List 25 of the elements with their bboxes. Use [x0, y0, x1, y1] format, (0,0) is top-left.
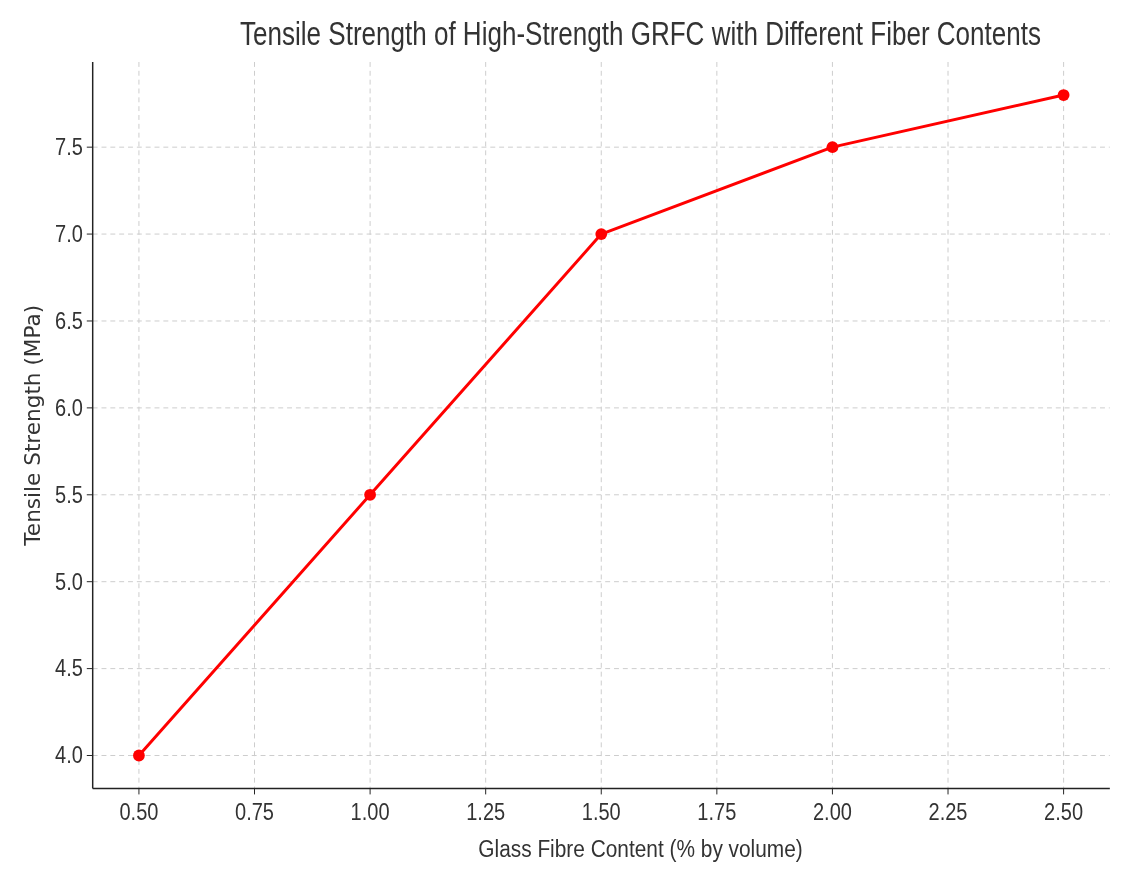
point — [595, 228, 608, 240]
point — [1057, 89, 1070, 101]
point — [364, 488, 376, 501]
y-tick-label: 4.0 — [55, 741, 83, 769]
x-tick-label: 2.00 — [812, 798, 852, 826]
x-tick-label: 1.75 — [697, 798, 737, 826]
point — [826, 141, 839, 154]
y-tick-label: 5.0 — [55, 568, 83, 595]
x-axis-title: Glass Fibre Content (% by volume) — [478, 834, 803, 863]
y-tick-label: 6.0 — [55, 394, 83, 422]
x-tick-label: 1.50 — [581, 798, 621, 826]
x-tick-label: 1.00 — [350, 798, 390, 826]
y-tick-label: 7.5 — [55, 133, 83, 161]
x-tick-label: 2.25 — [928, 798, 968, 826]
y-tick-label: 4.5 — [55, 654, 83, 682]
y-axis-title: Tensile Strength (MPa) — [19, 304, 45, 547]
chart-title: Tensile Strength of High-Strength GRFC with Different Fiber Contents — [240, 15, 1041, 52]
y-tick-label: 7.0 — [55, 220, 83, 248]
x-tick-label: 2.50 — [1044, 798, 1084, 826]
point — [133, 749, 145, 762]
y-tick-label: 6.5 — [55, 307, 83, 335]
y-tick-label: 5.5 — [55, 481, 83, 509]
x-tick-label: 0.50 — [119, 798, 159, 826]
x-tick-label: 1.25 — [466, 798, 506, 826]
x-tick-label: 0.75 — [235, 798, 274, 826]
